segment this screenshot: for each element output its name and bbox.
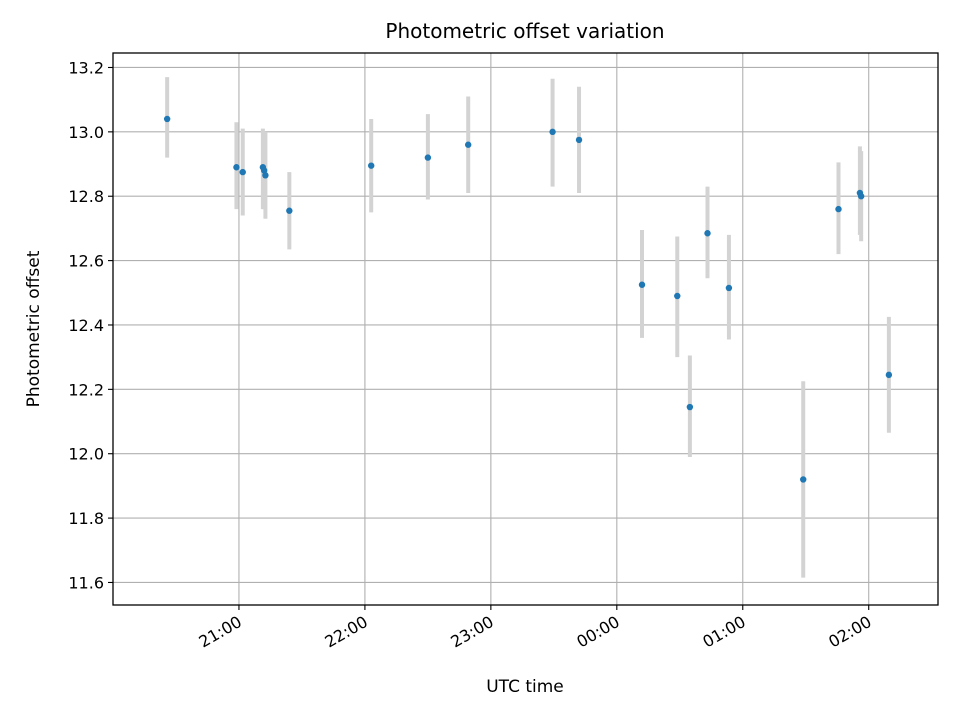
y-tick-label: 13.2 [68, 58, 104, 77]
data-point [286, 207, 293, 214]
data-point [835, 205, 842, 213]
data-point [725, 284, 733, 292]
data-point [704, 230, 711, 237]
y-tick-label: 12.2 [68, 380, 104, 399]
data-point [686, 403, 694, 411]
data-point [239, 168, 246, 176]
data-point [424, 154, 432, 161]
y-tick-label: 13.0 [68, 123, 104, 142]
y-tick-label: 11.6 [68, 573, 104, 592]
data-point [800, 476, 807, 483]
data-point [857, 193, 865, 200]
data-point [638, 281, 646, 288]
data-point [549, 128, 556, 136]
data-point [233, 164, 240, 171]
plot-frame [112, 52, 939, 606]
data-point [260, 167, 268, 174]
y-tick-label: 12.0 [68, 445, 104, 464]
data-point [368, 162, 375, 169]
data-point [163, 115, 171, 123]
grid [113, 53, 938, 605]
data-point [575, 136, 583, 144]
data-point [885, 371, 893, 379]
data-points [163, 115, 893, 483]
y-axis-label: Photometric offset [24, 250, 44, 407]
data-point [674, 292, 681, 300]
y-axis: 11.6 11.8 12.0 12.2 12.4 12.6 12.8 13.0 13.2 [68, 58, 113, 592]
data-point [262, 172, 269, 179]
data-point [464, 141, 472, 148]
y-tick-label: 12.4 [68, 316, 104, 335]
x-axis-label: UTC time [486, 677, 564, 697]
chart-title: Photometric offset variation [385, 19, 664, 43]
y-tick-label: 12.8 [68, 187, 104, 206]
y-tick-label: 11.8 [68, 509, 104, 528]
y-tick-label: 12.6 [68, 252, 104, 271]
